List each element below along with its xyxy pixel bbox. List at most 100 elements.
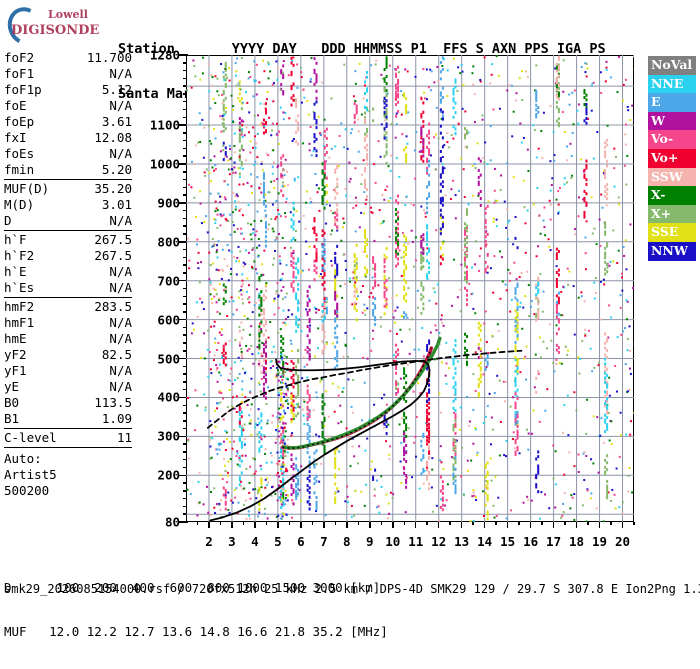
legend-item-sse[interactable]: SSE (648, 223, 696, 242)
legend-item-noval[interactable]: NoVal (648, 56, 696, 75)
param-key: M(D) (4, 197, 34, 213)
param-key: hmF2 (4, 299, 34, 315)
x-tick (392, 522, 394, 528)
param-row: foF2 11.700 (4, 50, 132, 66)
x-tick-minor (564, 522, 566, 525)
legend-item-e[interactable]: E (648, 93, 696, 112)
legend-item-vo-[interactable]: Vo- (648, 130, 696, 149)
x-axis-label: 3 (228, 534, 236, 549)
param-key: foF1 (4, 66, 34, 82)
muf-row: MUF 12.0 12.2 12.7 13.6 14.8 16.6 21.8 3… (4, 625, 388, 640)
param-key: foF2 (4, 50, 34, 66)
y-axis-label: 700 (157, 273, 180, 288)
auto-line: Artist5 (4, 467, 132, 483)
x-axis-label: 14 (477, 534, 492, 549)
x-axis-label: 9 (366, 534, 374, 549)
x-axis-label: 15 (500, 534, 515, 549)
param-value: N/A (109, 331, 132, 347)
legend-item-w[interactable]: W (648, 112, 696, 131)
param-value: N/A (109, 280, 132, 296)
param-value: 113.5 (94, 395, 132, 411)
x-axis-label: 7 (320, 534, 328, 549)
param-value: 35.20 (94, 181, 132, 197)
x-axis-label: 6 (297, 534, 305, 549)
x-tick (369, 522, 371, 528)
param-key: h`Es (4, 280, 34, 296)
legend-item-vo-[interactable]: Vo+ (648, 149, 696, 168)
param-row: h`F2 267.5 (4, 248, 132, 264)
param-value: 267.5 (94, 248, 132, 264)
x-axis-label: 13 (454, 534, 469, 549)
x-tick (346, 522, 348, 528)
param-value: N/A (109, 66, 132, 82)
x-tick-minor (541, 522, 543, 525)
legend-item-ssw[interactable]: SSW (648, 168, 696, 187)
footer-info: smk29_2026085154000.rsf / 720fx512h 25 k… (4, 582, 700, 596)
param-value: 283.5 (94, 299, 132, 315)
x-tick (622, 522, 624, 528)
param-key: h`F2 (4, 248, 34, 264)
y-axis-label: 300 (157, 429, 180, 444)
x-tick (323, 522, 325, 528)
x-tick-minor (610, 522, 612, 525)
y-axis-label: 1280 (150, 48, 180, 63)
x-axis-label: 18 (569, 534, 584, 549)
x-tick-minor (404, 522, 406, 525)
legend-item-nne[interactable]: NNE (648, 75, 696, 94)
param-row: foF1 N/A (4, 66, 132, 82)
x-tick (300, 522, 302, 528)
x-axis-label: 20 (615, 534, 630, 549)
x-tick-minor (587, 522, 589, 525)
x-tick-minor (518, 522, 520, 525)
param-row: hmF2 283.5 (4, 299, 132, 315)
legend-item-x-[interactable]: X+ (648, 205, 696, 224)
y-axis-label: 200 (157, 468, 180, 483)
param-key: C-level (4, 430, 57, 446)
param-key: fxI (4, 130, 27, 146)
param-key: fmin (4, 162, 34, 178)
param-key: yF1 (4, 363, 27, 379)
x-axis-label: 16 (523, 534, 538, 549)
trace-x-trace-green- (284, 338, 440, 447)
x-tick-minor (289, 522, 291, 525)
y-axis-label: 1100 (150, 118, 180, 133)
legend-item-x-[interactable]: X- (648, 186, 696, 205)
legend-item-nnw[interactable]: NNW (648, 242, 696, 261)
x-tick-minor (335, 522, 337, 525)
x-tick (507, 522, 509, 528)
ionogram-traces (186, 55, 634, 522)
param-key: h`E (4, 264, 27, 280)
param-value: N/A (109, 315, 132, 331)
x-tick-minor (312, 522, 314, 525)
x-tick-minor (358, 522, 360, 525)
param-value: 267.5 (94, 232, 132, 248)
x-axis-label: 12 (431, 534, 446, 549)
param-value: 11.700 (87, 50, 132, 66)
param-key: MUF(D) (4, 181, 49, 197)
param-key: foEp (4, 114, 34, 130)
param-value: 1.09 (102, 411, 132, 427)
param-value: 11 (117, 430, 132, 446)
ionogram-plot[interactable] (186, 55, 634, 522)
y-axis-label: 600 (157, 312, 180, 327)
x-tick-minor (220, 522, 222, 525)
auto-line: Auto: (4, 451, 132, 467)
x-axis-label: 17 (546, 534, 561, 549)
x-axis-label: 5 (274, 534, 282, 549)
lowell-digisonde-logo: Lowell DIGISONDE (4, 2, 108, 42)
param-key: B0 (4, 395, 19, 411)
param-key: yE (4, 379, 19, 395)
